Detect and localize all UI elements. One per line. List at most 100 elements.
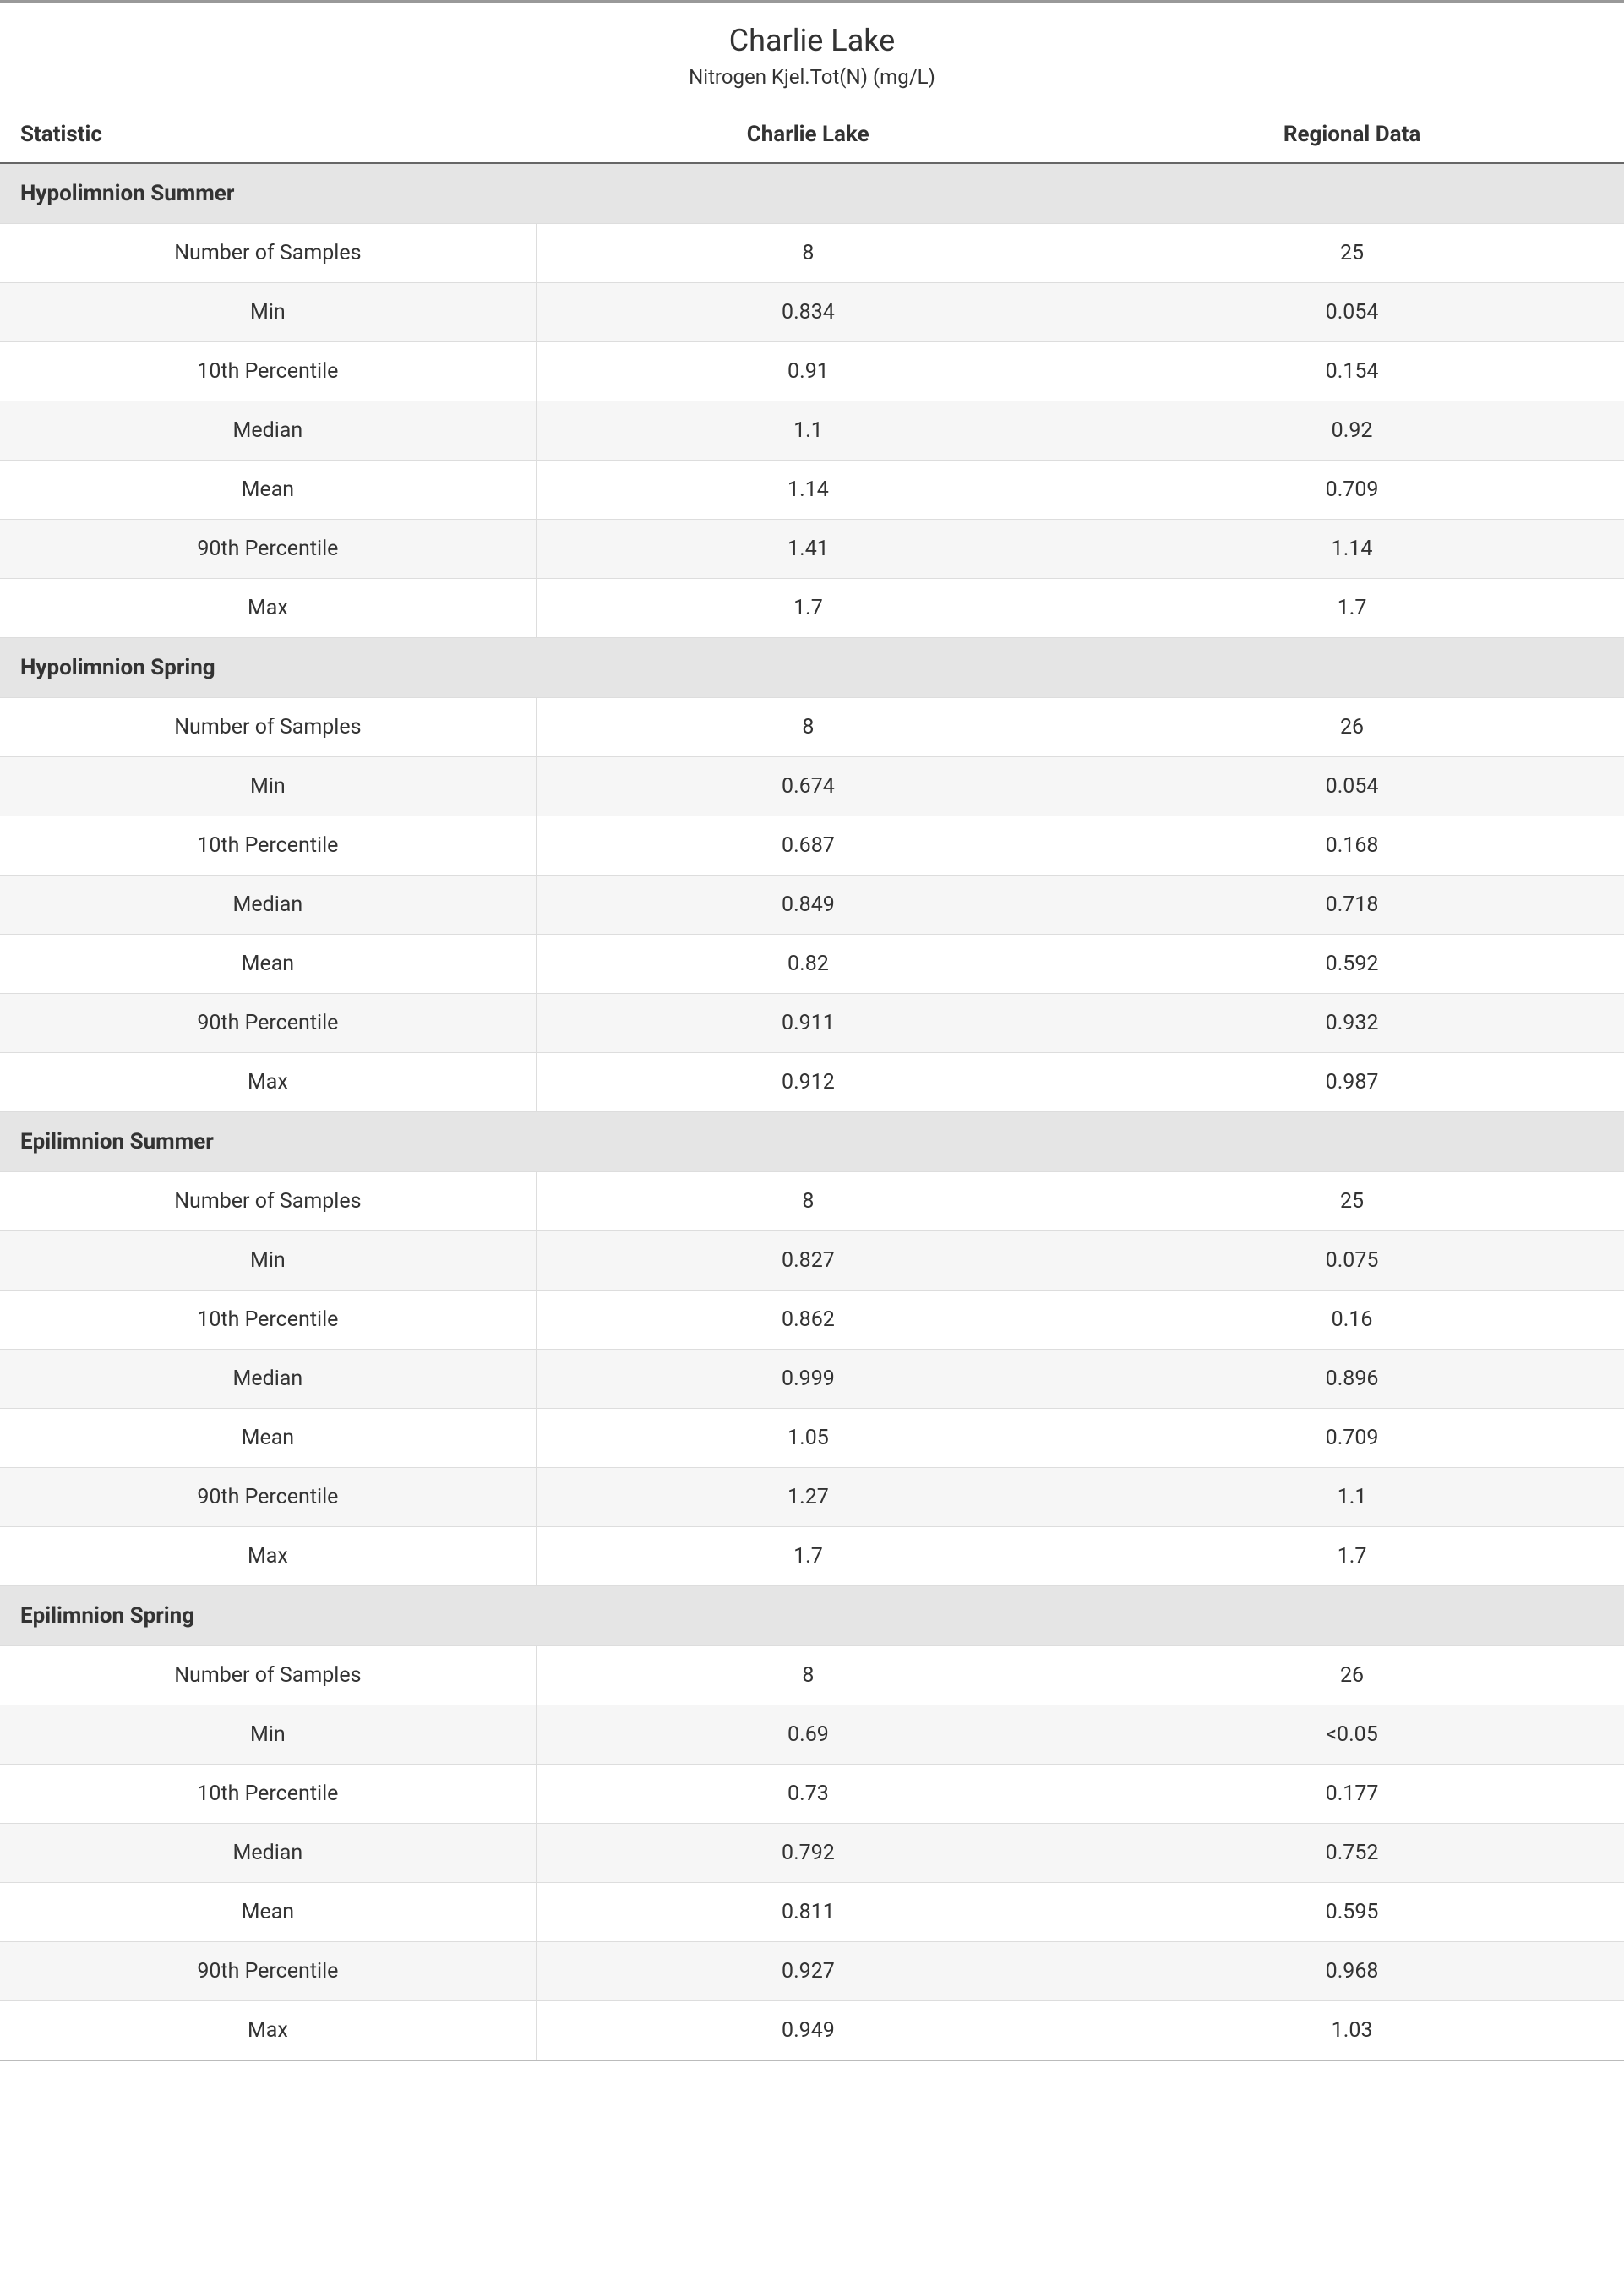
table-row: Number of Samples825 <box>0 224 1624 283</box>
site-value: 0.73 <box>536 1765 1080 1824</box>
regional-value: 0.154 <box>1080 342 1624 401</box>
statistic-label: Median <box>0 1350 536 1409</box>
statistic-label: Max <box>0 579 536 638</box>
regional-value: 25 <box>1080 224 1624 283</box>
regional-value: 0.16 <box>1080 1291 1624 1350</box>
table-row: Max1.71.7 <box>0 579 1624 638</box>
site-value: 0.911 <box>536 994 1080 1053</box>
statistic-label: Max <box>0 2001 536 2061</box>
section-header-cell: Hypolimnion Spring <box>0 638 1624 698</box>
site-value: 8 <box>536 224 1080 283</box>
statistic-label: 90th Percentile <box>0 994 536 1053</box>
table-row: Median0.8490.718 <box>0 876 1624 935</box>
statistic-label: 10th Percentile <box>0 342 536 401</box>
regional-value: 0.168 <box>1080 816 1624 876</box>
regional-value: 0.968 <box>1080 1942 1624 2001</box>
site-value: 0.927 <box>536 1942 1080 2001</box>
statistic-label: Mean <box>0 935 536 994</box>
site-value: 0.949 <box>536 2001 1080 2061</box>
statistic-label: Median <box>0 876 536 935</box>
statistic-label: Mean <box>0 1883 536 1942</box>
regional-value: 1.03 <box>1080 2001 1624 2061</box>
site-value: 0.91 <box>536 342 1080 401</box>
site-value: 0.849 <box>536 876 1080 935</box>
site-value: 1.7 <box>536 579 1080 638</box>
regional-value: 0.718 <box>1080 876 1624 935</box>
statistic-label: Number of Samples <box>0 224 536 283</box>
table-row: 10th Percentile0.730.177 <box>0 1765 1624 1824</box>
section-header-row: Hypolimnion Spring <box>0 638 1624 698</box>
table-row: Min0.8340.054 <box>0 283 1624 342</box>
regional-value: 1.7 <box>1080 1527 1624 1586</box>
site-value: 0.827 <box>536 1231 1080 1291</box>
regional-value: 1.7 <box>1080 579 1624 638</box>
report-title: Charlie Lake <box>0 23 1624 58</box>
table-row: 90th Percentile1.411.14 <box>0 520 1624 579</box>
statistic-label: Min <box>0 283 536 342</box>
regional-value: 0.709 <box>1080 1409 1624 1468</box>
statistic-label: 10th Percentile <box>0 1765 536 1824</box>
table-row: Median1.10.92 <box>0 401 1624 461</box>
table-row: 90th Percentile0.9270.968 <box>0 1942 1624 2001</box>
site-value: 8 <box>536 698 1080 757</box>
section-header-cell: Epilimnion Spring <box>0 1586 1624 1646</box>
regional-value: 1.1 <box>1080 1468 1624 1527</box>
statistic-label: Min <box>0 757 536 816</box>
regional-value: 0.987 <box>1080 1053 1624 1112</box>
site-value: 8 <box>536 1646 1080 1705</box>
table-row: Number of Samples825 <box>0 1172 1624 1231</box>
table-row: Median0.7920.752 <box>0 1824 1624 1883</box>
statistic-label: 90th Percentile <box>0 520 536 579</box>
site-value: 0.674 <box>536 757 1080 816</box>
regional-value: 1.14 <box>1080 520 1624 579</box>
regional-value: 0.177 <box>1080 1765 1624 1824</box>
statistics-table: Statistic Charlie Lake Regional Data Hyp… <box>0 106 1624 2061</box>
col-header-statistic: Statistic <box>0 106 536 164</box>
regional-value: 0.752 <box>1080 1824 1624 1883</box>
site-value: 0.687 <box>536 816 1080 876</box>
regional-value: 0.896 <box>1080 1350 1624 1409</box>
table-header-row: Statistic Charlie Lake Regional Data <box>0 106 1624 164</box>
site-value: 1.05 <box>536 1409 1080 1468</box>
regional-value: 0.92 <box>1080 401 1624 461</box>
site-value: 1.1 <box>536 401 1080 461</box>
site-value: 1.7 <box>536 1527 1080 1586</box>
table-row: Min0.69<0.05 <box>0 1705 1624 1765</box>
statistic-label: Max <box>0 1053 536 1112</box>
regional-value: <0.05 <box>1080 1705 1624 1765</box>
table-row: Median0.9990.896 <box>0 1350 1624 1409</box>
section-header-row: Epilimnion Summer <box>0 1112 1624 1172</box>
table-row: Mean1.050.709 <box>0 1409 1624 1468</box>
regional-value: 0.075 <box>1080 1231 1624 1291</box>
col-header-site: Charlie Lake <box>536 106 1080 164</box>
table-row: Min0.8270.075 <box>0 1231 1624 1291</box>
regional-value: 0.595 <box>1080 1883 1624 1942</box>
statistic-label: Median <box>0 401 536 461</box>
table-row: 10th Percentile0.8620.16 <box>0 1291 1624 1350</box>
table-row: Min0.6740.054 <box>0 757 1624 816</box>
table-row: Mean0.820.592 <box>0 935 1624 994</box>
site-value: 0.811 <box>536 1883 1080 1942</box>
regional-value: 26 <box>1080 698 1624 757</box>
table-row: 90th Percentile1.271.1 <box>0 1468 1624 1527</box>
col-header-regional: Regional Data <box>1080 106 1624 164</box>
statistic-label: Mean <box>0 461 536 520</box>
site-value: 0.792 <box>536 1824 1080 1883</box>
site-value: 1.14 <box>536 461 1080 520</box>
statistic-label: Max <box>0 1527 536 1586</box>
title-block: Charlie Lake Nitrogen Kjel.Tot(N) (mg/L) <box>0 3 1624 106</box>
site-value: 1.41 <box>536 520 1080 579</box>
statistic-label: Median <box>0 1824 536 1883</box>
section-header-cell: Epilimnion Summer <box>0 1112 1624 1172</box>
regional-value: 26 <box>1080 1646 1624 1705</box>
regional-value: 0.054 <box>1080 757 1624 816</box>
statistic-label: Min <box>0 1705 536 1765</box>
regional-value: 25 <box>1080 1172 1624 1231</box>
section-header-cell: Hypolimnion Summer <box>0 163 1624 224</box>
site-value: 0.999 <box>536 1350 1080 1409</box>
table-row: Max0.9491.03 <box>0 2001 1624 2061</box>
table-row: 10th Percentile0.6870.168 <box>0 816 1624 876</box>
site-value: 0.82 <box>536 935 1080 994</box>
report-subtitle: Nitrogen Kjel.Tot(N) (mg/L) <box>0 65 1624 89</box>
statistic-label: 90th Percentile <box>0 1468 536 1527</box>
